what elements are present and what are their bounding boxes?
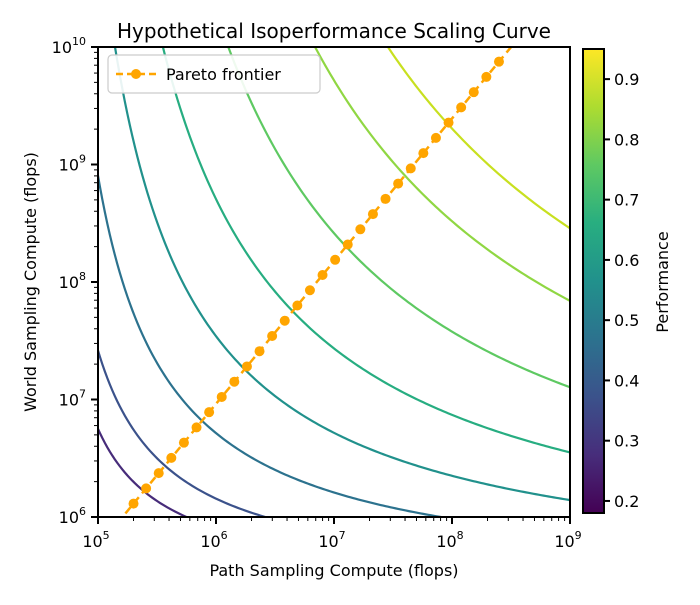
- pareto-point-15: [317, 270, 328, 281]
- x-axis-label: Path Sampling Compute (flops): [209, 561, 458, 580]
- colorbar-tick-label: 0.9: [614, 70, 639, 89]
- colorbar-label: Performance: [653, 231, 672, 332]
- colorbar-tick-label: 0.5: [614, 311, 639, 330]
- y-tick-label: 107: [59, 388, 86, 410]
- pareto-point-9: [241, 361, 252, 372]
- x-tick-label: 107: [318, 529, 345, 551]
- pareto-point-2: [153, 468, 164, 479]
- y-axis-label: World Sampling Compute (flops): [21, 152, 40, 412]
- pareto-point-26: [456, 102, 467, 113]
- x-axis: 105 106 107 108 109: [82, 517, 582, 551]
- x-tick-label: 108: [436, 529, 463, 551]
- pareto-point-22: [405, 163, 416, 174]
- contour-line-0.7: [227, 47, 570, 389]
- pareto-point-5: [191, 422, 202, 433]
- pareto-point-13: [292, 300, 303, 311]
- pareto-frontier-line: [120, 47, 513, 517]
- pareto-frontier-series: [120, 47, 513, 517]
- legend-marker-swatch: [131, 69, 141, 79]
- contour-line-0.3: [98, 346, 270, 517]
- pareto-point-17: [342, 239, 353, 250]
- pareto-point-14: [304, 285, 315, 296]
- pareto-point-25: [443, 117, 454, 128]
- pareto-point-12: [279, 315, 290, 326]
- colorbar-gradient: [582, 48, 605, 514]
- pareto-point-10: [254, 346, 265, 357]
- pareto-point-24: [430, 132, 441, 143]
- colorbar-tick-label: 0.3: [614, 432, 639, 451]
- pareto-point-18: [355, 224, 366, 235]
- pareto-point-0: [128, 498, 139, 509]
- pareto-point-1: [141, 483, 152, 494]
- x-tick-label: 105: [82, 529, 109, 551]
- pareto-point-11: [267, 330, 278, 341]
- pareto-point-28: [481, 71, 492, 82]
- contour-line-0.9: [386, 47, 570, 230]
- y-tick-label: 109: [59, 153, 86, 175]
- legend-label-pareto: Pareto frontier: [166, 65, 281, 84]
- pareto-point-6: [204, 407, 215, 418]
- contour-line-0.5: [113, 47, 570, 502]
- colorbar-tick-label: 0.7: [614, 191, 639, 210]
- contour-lines: [98, 47, 570, 517]
- y-tick-label: 1010: [52, 35, 86, 57]
- pareto-point-16: [330, 254, 341, 265]
- pareto-point-3: [166, 452, 177, 463]
- plot-frame: [97, 46, 571, 518]
- colorbar: 0.2 0.3 0.4 0.5 0.6 0.7 0.8 0.9 Performance: [582, 48, 672, 514]
- pareto-point-19: [367, 209, 378, 220]
- contour-line-0.4: [98, 169, 448, 517]
- pareto-point-27: [468, 87, 479, 98]
- colorbar-tick-label: 0.4: [614, 371, 639, 390]
- contour-line-0.8: [313, 47, 570, 303]
- pareto-point-4: [178, 437, 189, 448]
- pareto-point-20: [380, 193, 391, 204]
- colorbar-ticks: 0.2 0.3 0.4 0.5 0.6 0.7 0.8 0.9: [604, 70, 639, 511]
- colorbar-tick-label: 0.8: [614, 130, 639, 149]
- x-tick-label: 109: [554, 529, 581, 551]
- pareto-point-8: [229, 376, 240, 387]
- colorbar-tick-label: 0.6: [614, 251, 639, 270]
- pareto-point-21: [393, 178, 404, 189]
- chart-title: Hypothetical Isoperformance Scaling Curv…: [117, 19, 551, 43]
- y-tick-label: 106: [59, 505, 86, 527]
- pareto-point-7: [216, 391, 227, 402]
- contour-line-0.25: [98, 426, 190, 517]
- x-tick-label: 106: [200, 529, 227, 551]
- legend: Pareto frontier: [107, 54, 321, 94]
- pareto-point-23: [418, 148, 429, 159]
- colorbar-tick-label: 0.2: [614, 492, 639, 511]
- y-axis: 106 107 108 109 1010: [52, 35, 98, 527]
- pareto-point-29: [493, 56, 504, 67]
- contour-line-0.6: [161, 47, 570, 454]
- legend-box: [107, 54, 321, 94]
- y-tick-label: 108: [59, 270, 86, 292]
